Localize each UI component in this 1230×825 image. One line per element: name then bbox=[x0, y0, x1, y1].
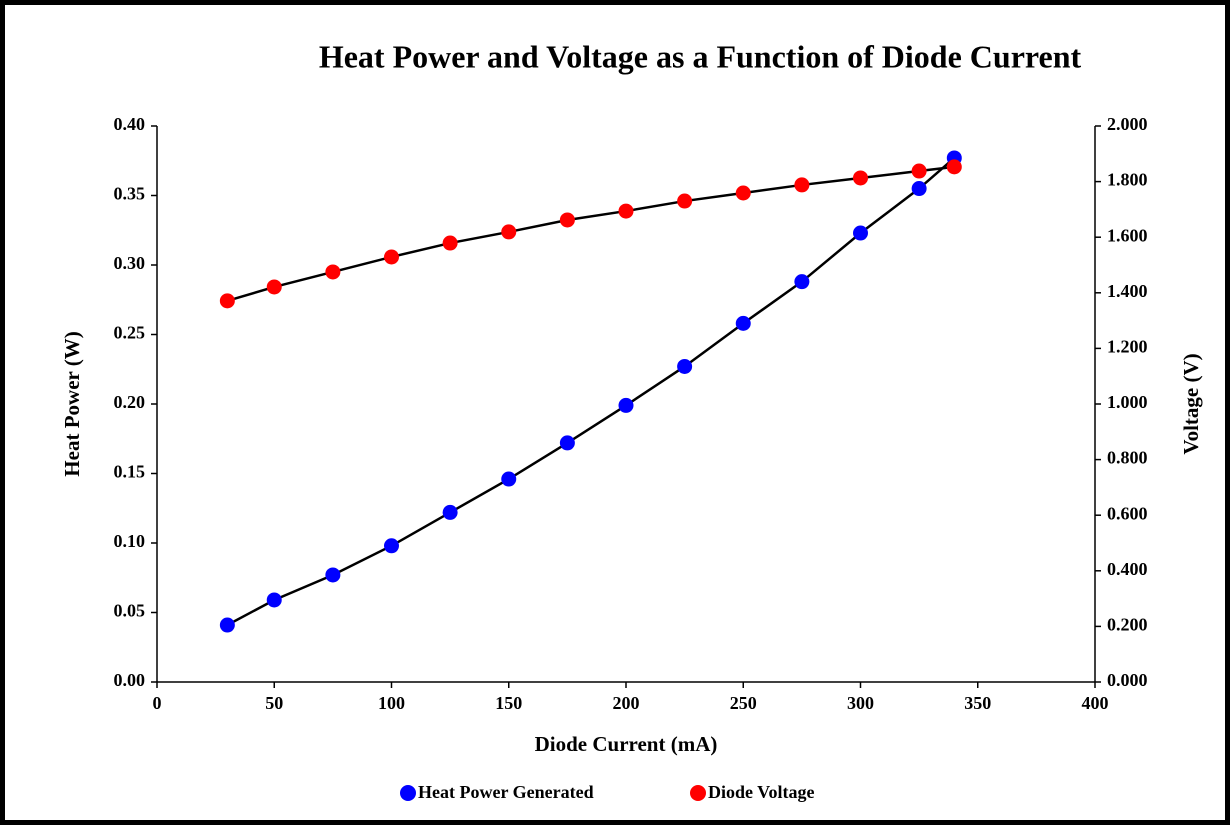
data-point bbox=[853, 170, 868, 186]
x-tick-label: 250 bbox=[730, 693, 757, 713]
data-point bbox=[911, 163, 927, 179]
trend-line bbox=[226, 157, 956, 627]
x-axis-label: Diode Current (mA) bbox=[535, 732, 718, 756]
data-point bbox=[735, 315, 751, 331]
y-tick-label: 0.00 bbox=[114, 670, 146, 690]
data-point bbox=[442, 504, 458, 520]
y2-axis-label: Voltage (V) bbox=[1179, 353, 1203, 454]
data-point bbox=[501, 224, 517, 240]
data-point bbox=[677, 193, 693, 209]
data-point bbox=[559, 212, 575, 228]
data-point bbox=[325, 264, 341, 280]
data-point bbox=[325, 567, 341, 583]
legend-marker bbox=[400, 785, 416, 801]
y2-tick-label: 1.600 bbox=[1107, 225, 1148, 245]
y2-tick-label: 0.800 bbox=[1107, 448, 1148, 468]
y-tick-label: 0.30 bbox=[114, 253, 146, 273]
data-point bbox=[735, 185, 751, 201]
trend-line bbox=[226, 165, 955, 303]
data-point bbox=[501, 471, 517, 487]
data-point bbox=[559, 435, 575, 451]
y-tick-label: 0.10 bbox=[114, 531, 146, 551]
x-tick-label: 350 bbox=[964, 693, 991, 713]
legend-label: Diode Voltage bbox=[708, 782, 815, 802]
y-axis-label: Heat Power (W) bbox=[60, 331, 84, 476]
data-point bbox=[946, 159, 962, 175]
y2-tick-label: 1.400 bbox=[1107, 281, 1148, 301]
data-point bbox=[794, 177, 810, 193]
legend-marker bbox=[690, 785, 706, 801]
data-point bbox=[442, 235, 458, 251]
data-point bbox=[266, 279, 282, 295]
y2-tick-label: 1.000 bbox=[1107, 392, 1148, 412]
x-tick-label: 100 bbox=[378, 693, 405, 713]
y2-tick-label: 0.200 bbox=[1107, 615, 1148, 635]
data-point bbox=[219, 617, 235, 633]
x-tick-label: 150 bbox=[495, 693, 522, 713]
data-point bbox=[266, 592, 282, 608]
data-point bbox=[618, 203, 634, 219]
data-point bbox=[384, 538, 399, 554]
y2-tick-label: 0.000 bbox=[1107, 670, 1148, 690]
y2-tick-label: 0.400 bbox=[1107, 559, 1148, 579]
y-tick-label: 0.05 bbox=[114, 601, 146, 621]
data-point bbox=[384, 249, 399, 265]
data-point bbox=[618, 397, 634, 413]
chart-title: Heat Power and Voltage as a Function of … bbox=[319, 38, 1082, 74]
x-tick-label: 0 bbox=[153, 693, 162, 713]
x-tick-label: 300 bbox=[847, 693, 874, 713]
y2-tick-label: 2.000 bbox=[1107, 114, 1148, 134]
data-point bbox=[911, 181, 927, 197]
y-tick-label: 0.35 bbox=[114, 184, 146, 204]
y-tick-label: 0.40 bbox=[114, 114, 146, 134]
y2-tick-label: 0.600 bbox=[1107, 503, 1148, 523]
y-tick-label: 0.15 bbox=[114, 462, 146, 482]
y2-tick-label: 1.200 bbox=[1107, 337, 1148, 357]
x-tick-label: 400 bbox=[1082, 693, 1109, 713]
data-point bbox=[853, 225, 868, 241]
x-tick-label: 200 bbox=[613, 693, 640, 713]
y2-tick-label: 1.800 bbox=[1107, 170, 1148, 190]
data-point bbox=[677, 358, 693, 374]
legend-label: Heat Power Generated bbox=[418, 782, 594, 802]
y-tick-label: 0.20 bbox=[114, 392, 146, 412]
data-point bbox=[219, 293, 235, 309]
x-tick-label: 50 bbox=[265, 693, 283, 713]
y-tick-label: 0.25 bbox=[114, 323, 146, 343]
data-point bbox=[794, 274, 810, 290]
